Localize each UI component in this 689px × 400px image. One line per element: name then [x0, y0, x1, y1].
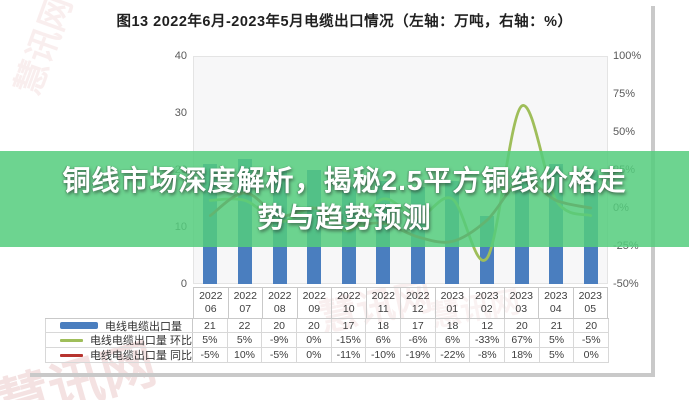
left-axis-tick: 40: [174, 50, 187, 62]
value-cell: 12: [470, 319, 506, 332]
category-cell: 2023 03: [505, 288, 539, 318]
value-cell: 18: [436, 319, 471, 332]
value-cell: 20: [262, 319, 298, 332]
series-label: 电线电缆出口量 同比: [89, 350, 192, 362]
value-cell: 0%: [297, 348, 332, 362]
value-cell: -11%: [332, 348, 367, 362]
value-cell: 5%: [540, 348, 575, 362]
value-cell: -6%: [401, 333, 436, 347]
promo-banner-line1: 铜线市场深度解析，揭秘2.5平方铜线价格走: [62, 165, 627, 196]
category-cell: 2022 07: [229, 288, 263, 318]
category-cell: 2023 02: [470, 288, 505, 318]
value-cell: -10%: [366, 348, 402, 362]
legend-cell: 电线电缆出口量 同比: [45, 348, 193, 362]
category-cell: 2022 09: [298, 288, 332, 318]
value-cell: -33%: [470, 333, 506, 347]
category-cell: 2022 08: [263, 288, 298, 318]
value-cell: -8%: [470, 348, 506, 362]
category-cell: 2023 04: [539, 288, 574, 318]
value-cell: 18: [366, 319, 402, 332]
line-swatch-icon: [60, 353, 83, 357]
table-row: 电线电缆出口量 环比 5% 5% -9% 0% -15% 6% -6% 6% -33% 67% 5% -…: [45, 333, 610, 348]
value-cell: 17: [401, 319, 436, 332]
value-cell: 21: [540, 319, 575, 332]
value-cell: 0%: [297, 333, 332, 347]
right-axis-tick: 50%: [613, 126, 636, 138]
left-axis-tick: 0: [180, 278, 187, 290]
table-row: 电线电缆出口量 21 22 20 20 17 18 17 18 12 20 21 20: [45, 318, 610, 333]
value-cell: 5%: [228, 333, 263, 347]
value-cell: -15%: [332, 333, 367, 347]
value-cell: 5%: [540, 333, 575, 347]
category-cell: 2023 01: [436, 288, 470, 318]
value-cell: 20: [505, 319, 540, 332]
value-cell: 18%: [505, 348, 540, 362]
category-cell: 2022 06: [194, 288, 229, 318]
value-cell: 22: [228, 319, 263, 332]
table-row: 电线电缆出口量 同比 -5% 10% -5% 0% -11% -10% -19% -22% -8%…: [45, 348, 610, 363]
legend-cell: 电线电缆出口量: [45, 319, 193, 332]
legend-cell: 电线电缆出口量 环比: [45, 333, 193, 347]
value-cell: 6%: [436, 333, 471, 347]
promo-banner-line2: 势与趋势预测: [257, 202, 432, 233]
value-cell: 21: [193, 319, 228, 332]
value-cell: 67%: [505, 333, 540, 347]
right-axis-tick: 100%: [613, 50, 642, 62]
line-swatch-icon: [60, 338, 83, 342]
value-cell: -5%: [193, 348, 228, 362]
category-cell: 2022 11: [367, 288, 401, 318]
series-label: 电线电缆出口量 环比: [89, 335, 192, 347]
value-cell: 17: [332, 319, 367, 332]
left-axis-tick: 30: [174, 107, 187, 119]
chart-title: 图13 2022年6月-2023年5月电缆出口情况（左轴：万吨，右轴：%）: [116, 14, 573, 30]
right-axis-tick: -50%: [613, 278, 639, 290]
category-cell: 2023 05: [578, 290, 602, 315]
value-cell: -9%: [262, 333, 298, 347]
category-cell: 2022 10: [332, 288, 367, 318]
value-cell: -5%: [262, 348, 298, 362]
data-table: 电线电缆出口量 21 22 20 20 17 18 17 18 12 20 21 20 电线电缆出口量 环…: [45, 318, 610, 363]
series-label: 电线电缆出口量: [105, 320, 182, 333]
value-cell: -19%: [401, 348, 436, 362]
value-cell: 20: [574, 319, 610, 332]
value-cell: 20: [297, 319, 332, 332]
value-cell: 10%: [228, 348, 263, 362]
value-cell: -5%: [574, 333, 610, 347]
value-cell: 6%: [366, 333, 402, 347]
promo-banner-overlay: 铜线市场深度解析，揭秘2.5平方铜线价格走 势与趋势预测: [0, 151, 689, 247]
value-cell: 5%: [193, 333, 228, 347]
right-axis-tick: 75%: [613, 88, 636, 100]
bar-swatch-icon: [60, 322, 98, 329]
category-cell: 2022 12: [401, 288, 436, 318]
category-header-row: 2022 06 2022 07 2022 08 2022 09 2022 10 2022 11 2022…: [193, 287, 608, 318]
frame-shadow-bottom: [30, 373, 655, 377]
value-cell: 0%: [574, 348, 610, 362]
value-cell: -22%: [436, 348, 471, 362]
